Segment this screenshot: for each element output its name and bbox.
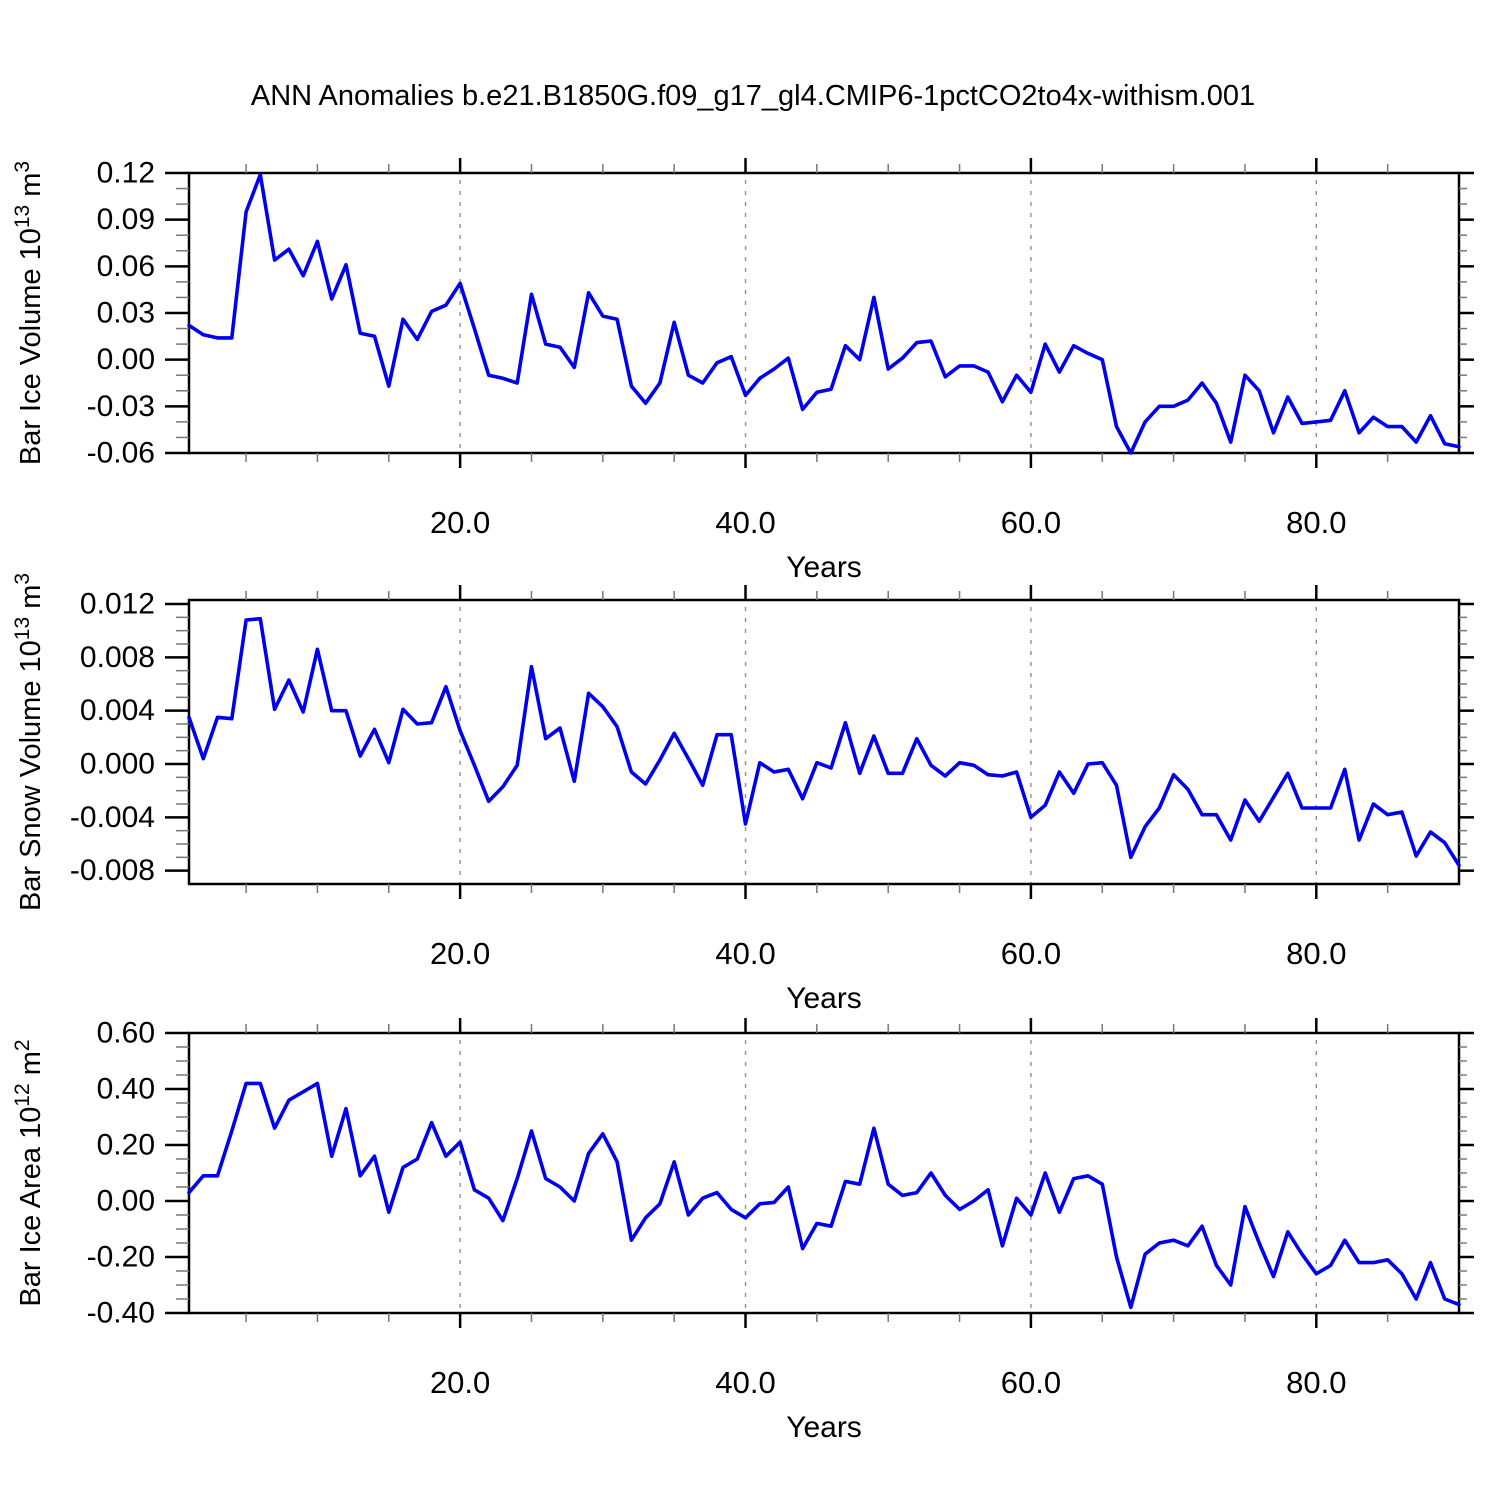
series-line-bar-ice-volume bbox=[187, 172, 1461, 455]
y-axis-label: Bar Ice Area 1012 m2 bbox=[11, 1039, 47, 1306]
y-tick-label: 0.008 bbox=[80, 641, 155, 674]
y-tick-label: 0.004 bbox=[80, 694, 155, 727]
chart-bar-snow-volume: 0.012 0.008 0.004 0.000 -0.004 -0.008 20.0 40.0… bbox=[11, 573, 1474, 1015]
x-tick-label: 40.0 bbox=[715, 1365, 775, 1400]
y-tick-label: -0.008 bbox=[70, 854, 155, 887]
y-tick-label: 0.00 bbox=[97, 343, 155, 376]
x-tick-label: 80.0 bbox=[1286, 505, 1346, 540]
y-tick-label: 0.60 bbox=[97, 1017, 155, 1050]
y-tick-label: 0.20 bbox=[97, 1129, 155, 1162]
y-tick-label: 0.12 bbox=[97, 157, 155, 190]
y-axis-label: Bar Ice Volume 1013 m3 bbox=[11, 161, 47, 465]
figure-title: ANN Anomalies b.e21.B1850G.f09_g17_gl4.C… bbox=[251, 80, 1255, 112]
chart-bar-ice-volume: 0.12 0.09 0.06 0.03 0.00 -0.03 -0.06 20.0 40.0 60… bbox=[11, 157, 1474, 584]
series-line-bar-ice-area bbox=[187, 1081, 1461, 1310]
y-tick-label: 0.012 bbox=[80, 588, 155, 621]
y-tick-label: 0.06 bbox=[97, 250, 155, 283]
x-tick-label: 60.0 bbox=[1001, 505, 1061, 540]
x-axis-label: Years bbox=[786, 1411, 862, 1444]
y-tick-label: 0.00 bbox=[97, 1185, 155, 1218]
x-axis-label: Years bbox=[786, 551, 862, 584]
charts-container: 0.12 0.09 0.06 0.03 0.00 -0.03 -0.06 20.0 40.0 60… bbox=[11, 157, 1474, 1444]
x-tick-label: 80.0 bbox=[1286, 1365, 1346, 1400]
y-tick-label: -0.40 bbox=[87, 1297, 155, 1330]
x-axis-label: Years bbox=[786, 982, 862, 1015]
y-tick-label: -0.06 bbox=[87, 437, 155, 470]
chart-bar-ice-area: 0.60 0.40 0.20 0.00 -0.20 -0.40 20.0 40.0 60.0 80… bbox=[11, 1017, 1474, 1444]
y-tick-label: 0.09 bbox=[97, 203, 155, 236]
x-tick-label: 80.0 bbox=[1286, 936, 1346, 971]
y-tick-label: 0.000 bbox=[80, 748, 155, 781]
x-tick-label: 40.0 bbox=[715, 936, 775, 971]
x-tick-label: 20.0 bbox=[430, 1365, 490, 1400]
y-tick-label: -0.20 bbox=[87, 1241, 155, 1274]
y-tick-label: -0.004 bbox=[70, 801, 155, 834]
y-axis-label: Bar Snow Volume 1013 m3 bbox=[11, 573, 47, 911]
x-tick-label: 20.0 bbox=[430, 936, 490, 971]
x-tick-label: 60.0 bbox=[1001, 1365, 1061, 1400]
series-line-bar-snow-volume bbox=[187, 616, 1461, 868]
y-tick-label: 0.40 bbox=[97, 1073, 155, 1106]
x-tick-label: 60.0 bbox=[1001, 936, 1061, 971]
y-tick-label: -0.03 bbox=[87, 390, 155, 423]
plot-frame bbox=[187, 598, 1461, 886]
y-tick-label: 0.03 bbox=[97, 297, 155, 330]
x-tick-label: 40.0 bbox=[715, 505, 775, 540]
x-tick-label: 20.0 bbox=[430, 505, 490, 540]
